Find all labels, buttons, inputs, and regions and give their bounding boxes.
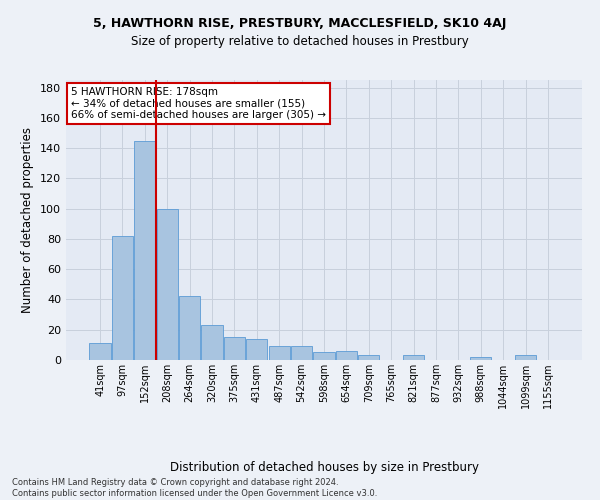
Bar: [246, 339, 268, 360]
Bar: [202, 325, 223, 360]
Bar: [291, 346, 312, 360]
Bar: [403, 356, 424, 360]
Text: Contains HM Land Registry data © Crown copyright and database right 2024.
Contai: Contains HM Land Registry data © Crown c…: [12, 478, 377, 498]
Bar: [470, 357, 491, 360]
Text: 5 HAWTHORN RISE: 178sqm
← 34% of detached houses are smaller (155)
66% of semi-d: 5 HAWTHORN RISE: 178sqm ← 34% of detache…: [71, 87, 326, 120]
Text: Distribution of detached houses by size in Prestbury: Distribution of detached houses by size …: [170, 461, 479, 474]
Bar: [515, 356, 536, 360]
Bar: [224, 338, 245, 360]
Bar: [313, 352, 335, 360]
Bar: [336, 351, 357, 360]
Bar: [157, 208, 178, 360]
Y-axis label: Number of detached properties: Number of detached properties: [22, 127, 34, 313]
Text: 5, HAWTHORN RISE, PRESTBURY, MACCLESFIELD, SK10 4AJ: 5, HAWTHORN RISE, PRESTBURY, MACCLESFIEL…: [94, 18, 506, 30]
Bar: [89, 344, 111, 360]
Bar: [269, 346, 290, 360]
Bar: [112, 236, 133, 360]
Bar: [179, 296, 200, 360]
Text: Size of property relative to detached houses in Prestbury: Size of property relative to detached ho…: [131, 35, 469, 48]
Bar: [134, 140, 155, 360]
Bar: [358, 356, 379, 360]
